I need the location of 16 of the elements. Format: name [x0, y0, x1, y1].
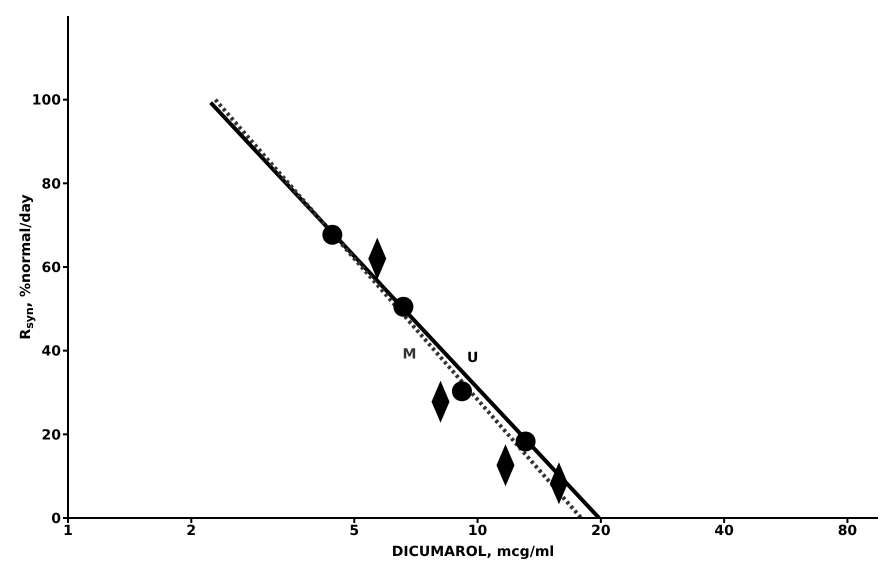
y-tick-label: 60 [42, 260, 62, 276]
x-tick-label: 80 [838, 522, 858, 539]
y-tick-label: 80 [42, 176, 62, 192]
x-axis-title: DICUMAROL, mcg/ml [392, 544, 554, 560]
x-tick-label: 20 [591, 522, 611, 539]
x-tick-label: 5 [349, 522, 360, 539]
y-tick-label: 40 [42, 344, 62, 360]
y-tick-label: 20 [42, 427, 62, 444]
x-tick-label: 40 [714, 522, 734, 539]
series-label: M [402, 346, 416, 362]
series-label: U [467, 350, 478, 366]
x-tick-label: 2 [186, 522, 196, 539]
y-tick-label: 0 [51, 510, 62, 527]
x-tick-label: 1 [63, 522, 73, 539]
x-tick-label: 10 [468, 522, 488, 539]
y-tick-label: 100 [32, 92, 62, 109]
